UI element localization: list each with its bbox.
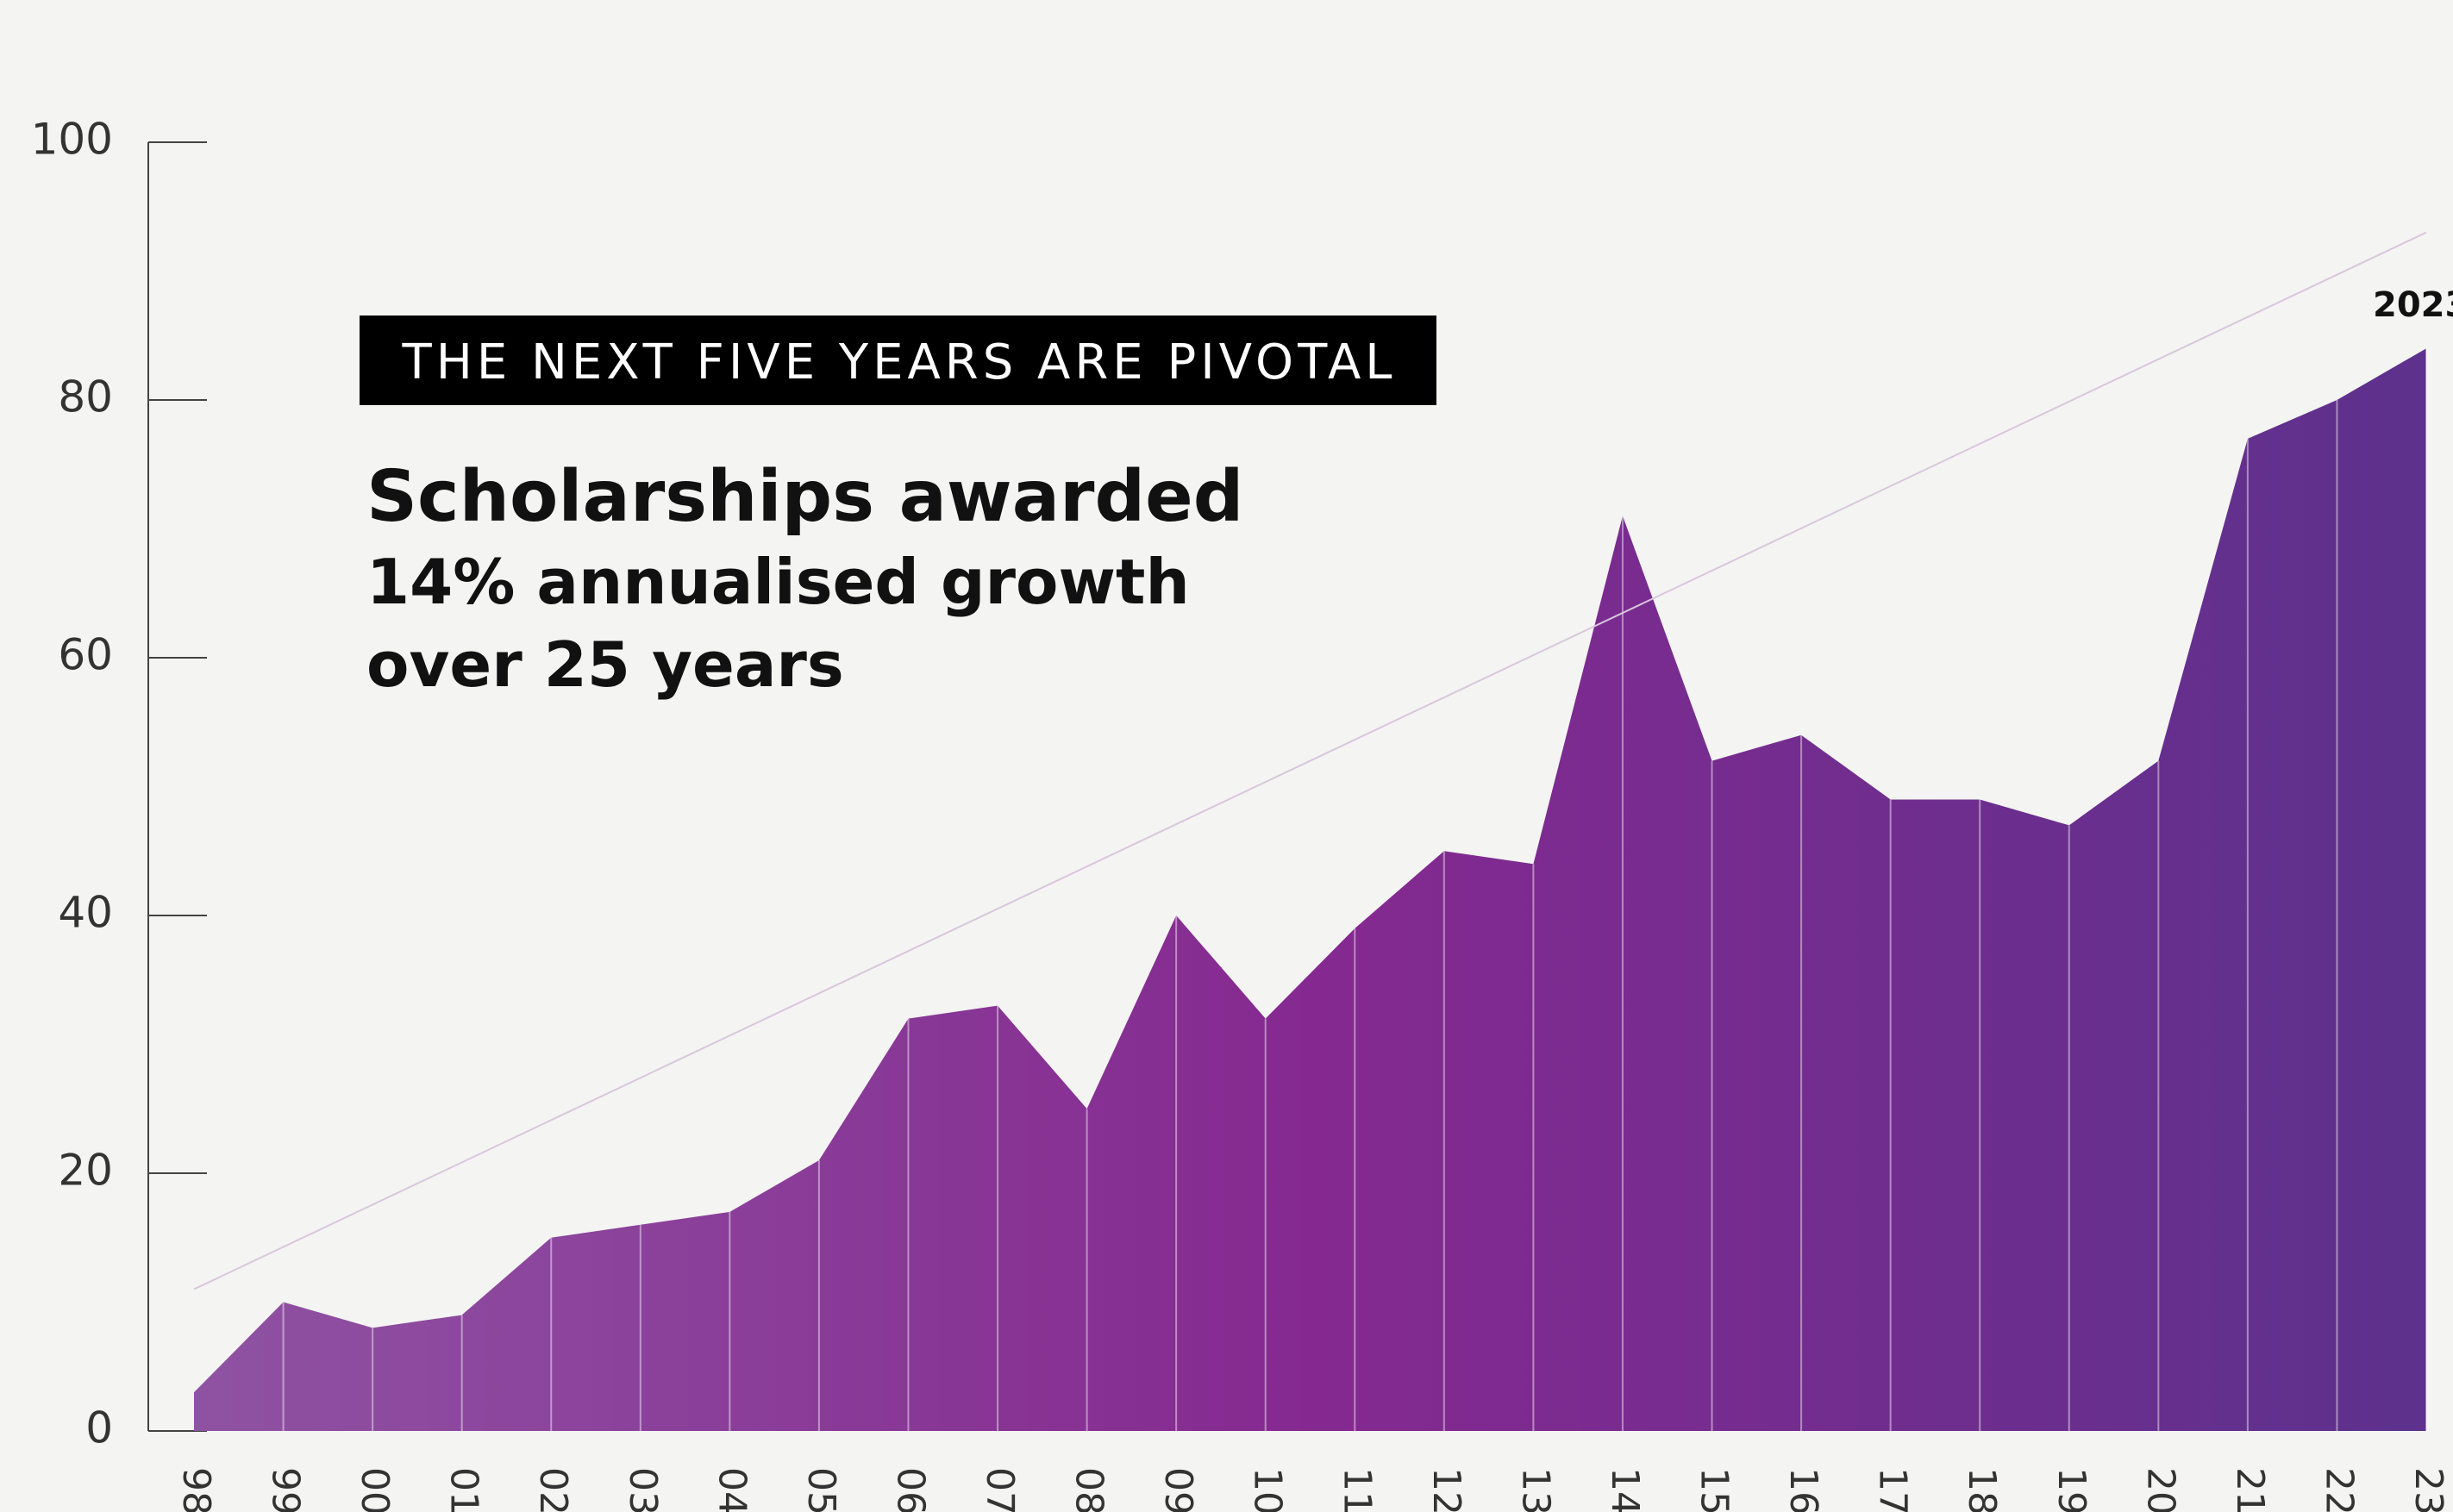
y-tick-label: 0	[85, 1403, 113, 1453]
x-tick-label: 13	[1513, 1467, 1557, 1512]
badge: THE NEXT FIVE YEARS ARE PIVOTAL	[402, 334, 1397, 390]
x-tick-label: 12	[1424, 1467, 1468, 1512]
x-tick-label: 11	[1335, 1467, 1379, 1512]
y-tick-label: 20	[58, 1146, 113, 1196]
x-tick-label: 16	[1781, 1467, 1825, 1512]
x-tick-label: 03	[621, 1467, 665, 1512]
x-tick-label: 09	[1156, 1467, 1200, 1512]
x-tick-label: 02	[531, 1467, 575, 1512]
x-tick-label: 23	[2406, 1467, 2450, 1512]
x-tick-label: 05	[799, 1467, 843, 1512]
x-tick-label: 07	[978, 1467, 1022, 1512]
x-tick-label: 18	[1960, 1467, 2004, 1512]
x-tick-label: 21	[2228, 1467, 2272, 1512]
x-tick-label: 01	[442, 1467, 486, 1512]
x-tick-label: 98	[174, 1467, 218, 1512]
chart-title: Scholarships awarded	[366, 456, 1243, 538]
area	[194, 348, 2426, 1432]
x-tick-label: 04	[710, 1467, 754, 1512]
x-tick-label: 10	[1246, 1467, 1290, 1512]
x-tick-label: 08	[1067, 1467, 1111, 1512]
x-tick-label: 15	[1693, 1467, 1736, 1512]
x-tick-label: 22	[2317, 1467, 2361, 1512]
y-tick-label: 40	[58, 888, 113, 938]
trend-line	[193, 231, 2427, 1290]
x-tick-label: 06	[888, 1467, 932, 1512]
x-tick-label: 17	[1871, 1467, 1915, 1512]
subtitle: over 25 years	[366, 628, 844, 701]
subtitle: 14% annualised growth	[366, 546, 1190, 618]
badge-box	[360, 316, 1436, 405]
y-tick-label: 100	[31, 115, 113, 165]
x-tick-label: 19	[2049, 1467, 2093, 1512]
x-tick-label: 99	[264, 1467, 308, 1512]
y-tick-label: 60	[58, 630, 113, 680]
annotation: 2023	[2373, 285, 2453, 325]
x-tick-label: 14	[1603, 1467, 1647, 1512]
x-tick-label: 20	[2138, 1467, 2182, 1512]
x-tick-label: 00	[353, 1467, 397, 1512]
y-tick-label: 80	[58, 372, 113, 422]
